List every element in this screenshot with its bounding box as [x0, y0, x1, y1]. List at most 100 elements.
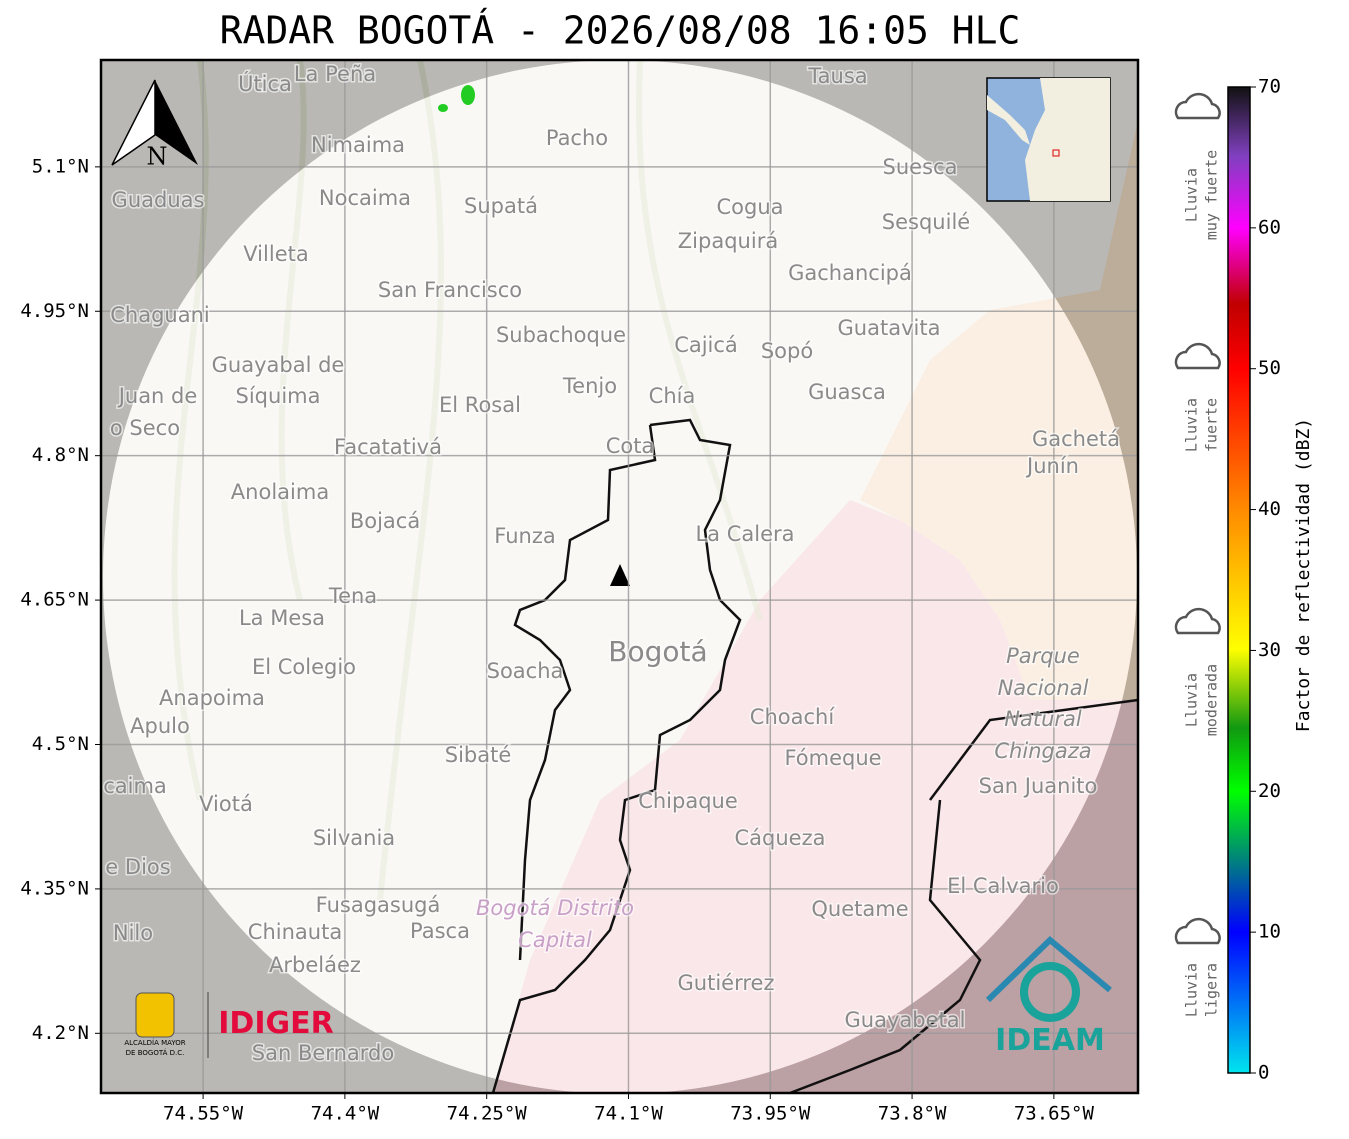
place-label: Viotá: [199, 792, 253, 816]
place-label: Anolaima: [231, 480, 329, 504]
place-label: Suesca: [883, 155, 958, 179]
place-label: Nacional: [998, 676, 1089, 700]
place-label: Bogotá Distrito: [476, 896, 634, 920]
place-label: San Juanito: [979, 774, 1098, 798]
place-label: Cajicá: [674, 333, 738, 357]
place-label: Silvania: [313, 826, 395, 850]
place-label: Pacho: [546, 126, 608, 150]
place-label: La Mesa: [239, 606, 325, 630]
map: Útica La Peña Tausa Pacho Nimaima Guaduas Noca…: [101, 60, 1138, 1093]
y-tick-label: 4.2°N: [32, 1022, 89, 1044]
place-label: Pasca: [410, 919, 470, 943]
place-label: Nocaima: [319, 186, 411, 210]
colorbar-tick-label: 50: [1258, 357, 1281, 379]
north-label: N: [147, 143, 168, 171]
place-label: Tausa: [807, 64, 867, 88]
place-label: Nilo: [113, 921, 153, 945]
y-tick-label: 5.1°N: [32, 155, 89, 177]
logo-ideam-text: IDEAM: [995, 1023, 1105, 1058]
logo-text: DE BOGOTÁ D.C.: [126, 1048, 185, 1057]
y-tick-label: 4.5°N: [32, 733, 89, 755]
place-label: Tenjo: [562, 374, 617, 398]
place-label: Cáqueza: [735, 826, 826, 850]
place-label: Cota: [606, 434, 655, 458]
place-label: Apulo: [130, 714, 190, 738]
place-label: Facatativá: [334, 435, 442, 459]
place-label: Guatavita: [838, 316, 941, 340]
place-label: Junín: [1025, 454, 1079, 478]
legend-icon: [1174, 607, 1221, 635]
place-label: Subachoque: [496, 323, 626, 347]
radar-echo: [461, 85, 475, 105]
colorbar-tick-label: 70: [1258, 76, 1281, 98]
legend-label: Lluvia: [1183, 673, 1201, 727]
place-label: La Calera: [695, 522, 794, 546]
place-label: e Dios: [105, 855, 170, 879]
x-tick-label: 73.65°W: [1014, 1103, 1095, 1125]
legend-icon: [1174, 92, 1221, 120]
place-label: El Colegio: [252, 655, 356, 679]
place-label: Choachí: [750, 705, 836, 729]
legend-icon: [1174, 342, 1221, 370]
place-label: Juan de: [117, 384, 198, 408]
legend-label: Lluvia: [1183, 168, 1201, 222]
place-label: San Francisco: [378, 278, 522, 302]
place-label: Útica: [238, 71, 292, 96]
logo-ideam: IDEAM: [985, 935, 1112, 1058]
place-label: Chipaque: [638, 789, 738, 813]
department-border: [789, 698, 1138, 1093]
radar-echo: [438, 104, 448, 112]
place-label: Villeta: [243, 242, 308, 266]
place-label: Gachetá: [1032, 427, 1120, 451]
place-label: Natural: [1004, 707, 1082, 731]
place-label: Arbeláez: [269, 953, 361, 977]
place-label: Parque: [1006, 644, 1080, 668]
place-label: La Peña: [294, 62, 376, 86]
legend-label: Lluvia: [1183, 398, 1201, 452]
district-border: [491, 418, 742, 1093]
place-label: Quetame: [811, 897, 908, 921]
y-tick-label: 4.8°N: [32, 444, 89, 466]
place-label: Gutiérrez: [678, 971, 775, 995]
place-label: Bogotá: [608, 635, 707, 668]
x-tick-label: 74.25°W: [447, 1103, 528, 1125]
x-tick-label: 74.4°W: [311, 1103, 380, 1125]
x-tick-label: 73.8°W: [878, 1103, 947, 1125]
inset-map: [986, 77, 1111, 202]
legend-label: muy fuerte: [1203, 150, 1221, 240]
place-label: caima: [103, 774, 167, 798]
place-label: El Calvario: [947, 874, 1059, 898]
legend-label: Lluvia: [1183, 963, 1201, 1017]
place-label: Capital: [518, 928, 592, 952]
place-label: Zipaquirá: [678, 229, 778, 253]
place-label: Soacha: [487, 659, 564, 683]
legend-label: ligera: [1203, 963, 1221, 1017]
place-label: Síquima: [236, 384, 321, 408]
colorbar-tick-label: 40: [1258, 498, 1281, 520]
place-label: Guaduas: [112, 188, 205, 212]
place-label: Fusagasugá: [316, 893, 441, 917]
colorbar: [1227, 86, 1251, 1074]
place-label: Guasca: [808, 380, 886, 404]
place-label: Guayabetal: [845, 1008, 966, 1032]
place-label: Chinauta: [248, 920, 342, 944]
place-label: San Bernardo: [252, 1041, 394, 1065]
colorbar-tick-label: 30: [1258, 639, 1281, 661]
place-label: El Rosal: [439, 393, 521, 417]
place-label: Gachancipá: [788, 261, 912, 285]
colorbar-tick-label: 20: [1258, 780, 1281, 802]
x-tick-label: 74.1°W: [594, 1103, 663, 1125]
place-label: Cogua: [716, 195, 783, 219]
x-tick-label: 74.55°W: [163, 1103, 244, 1125]
place-label: Anapoima: [159, 686, 265, 710]
place-label: o Seco: [110, 416, 180, 440]
place-label: Guayabal de: [212, 353, 345, 377]
logo-idiger: IDIGER: [218, 1006, 333, 1041]
title: RADAR BOGOTÁ - 2026/08/08 16:05 HLC: [220, 9, 1021, 53]
place-label: Tena: [328, 584, 377, 608]
place-label: Chía: [649, 384, 696, 408]
y-tick-label: 4.35°N: [20, 877, 89, 899]
legend-icon: [1174, 917, 1221, 945]
place-label: Funza: [494, 524, 555, 548]
legend-label: moderada: [1203, 664, 1221, 736]
